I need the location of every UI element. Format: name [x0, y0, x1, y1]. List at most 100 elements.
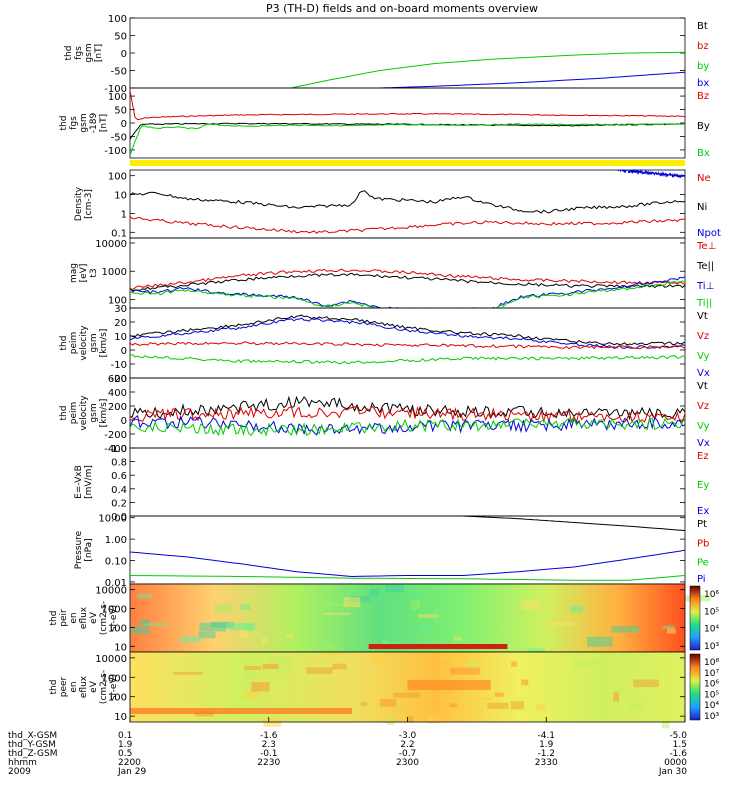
y-axis-label: velocity	[79, 325, 89, 361]
spectrogram-texture	[450, 652, 471, 661]
y-tick-label: 10000	[95, 239, 127, 250]
panel-fgs: 100 50 0 -50 -100 thd fgs gsm [nT] Bt bz by bx	[64, 14, 709, 95]
y-axis-label: (cm2-s-	[99, 601, 109, 635]
spectrogram-texture	[536, 704, 546, 711]
y-axis-label: eflux	[79, 675, 89, 698]
y-tick-label: 1.00	[105, 535, 127, 546]
legend-label: Bz	[697, 91, 709, 102]
series-line-Pt	[462, 516, 685, 532]
legend-label: Pb	[697, 538, 709, 549]
spectrogram-texture	[573, 661, 599, 667]
y-axis-label: mag	[69, 263, 79, 283]
spectrogram-texture	[323, 612, 351, 615]
series-line-Te||	[130, 272, 685, 292]
spectrogram-texture	[527, 648, 546, 653]
x-tick-label: 2.3	[262, 740, 276, 750]
series-line-Vy	[130, 354, 685, 365]
legend-label: Vy	[697, 421, 710, 432]
y-axis-label: Density	[74, 186, 84, 221]
y-axis-label: [eV]	[79, 264, 89, 283]
y-axis-label: thd	[59, 406, 69, 421]
spectrogram-texture	[276, 668, 293, 674]
spectrogram-texture	[243, 686, 255, 689]
y-axis-label: (cm2-s-	[99, 670, 109, 704]
spectrogram-texture	[131, 625, 150, 635]
legend-label: By	[697, 121, 710, 132]
x-tick-label: 1.9	[118, 740, 133, 750]
series-line-bx	[379, 71, 685, 88]
legend-label: Te⊥	[696, 241, 716, 252]
panel-density: 100 10 1 0.1 Density [cm-3] Ne Ni Npot	[74, 169, 721, 239]
y-tick-label: 0.10	[105, 557, 127, 568]
y-axis-label: Pressure	[74, 530, 84, 569]
series-line-Vz	[130, 341, 685, 350]
series-line-Vy	[130, 416, 685, 437]
y-axis-label: eV	[89, 680, 99, 693]
spectrogram-texture	[322, 645, 338, 650]
panel-frame	[129, 377, 686, 449]
spectrogram-texture	[494, 692, 504, 697]
spectrogram-texture	[306, 667, 333, 674]
x-tick-label: -1.6	[260, 731, 278, 741]
figure-title: P3 (TH-D) fields and on-board moments ov…	[266, 2, 538, 15]
legend-label: Ey	[697, 480, 709, 491]
spectrogram-texture	[417, 614, 439, 618]
y-tick-label: 0.1	[111, 228, 127, 239]
y-tick-label: -50	[111, 132, 127, 143]
legend-label: Te||	[696, 261, 714, 272]
panel-frame	[129, 515, 686, 585]
x-tick-label: 2230	[257, 758, 280, 768]
series-line-Pi	[130, 549, 685, 578]
spectrogram-band	[407, 680, 491, 690]
series-line-Vx	[130, 414, 685, 436]
spectrogram-texture	[198, 631, 216, 639]
legend-label: Ti⊥	[696, 281, 714, 292]
x-row-label: 2009	[8, 767, 31, 777]
spectrogram-texture	[511, 661, 517, 667]
spectrogram-texture	[453, 636, 462, 641]
y-tick-label: 0	[121, 346, 127, 357]
x-tick-label: 0.1	[118, 731, 132, 741]
spectrogram-texture	[510, 701, 525, 710]
legend-label: Ex	[697, 506, 709, 517]
spectrogram-texture	[243, 690, 260, 699]
spectrogram-texture	[613, 691, 620, 702]
spectrogram-texture	[406, 716, 414, 723]
spectrogram-texture	[467, 660, 478, 668]
spectrogram-texture	[667, 628, 676, 634]
legend-label: Pt	[697, 519, 707, 530]
panel-efield: 1.0 0.8 0.6 0.4 0.2 0.0 E=-VxB [mV/m] Ez Ey Ex	[74, 444, 709, 523]
x-tick-label: -1.2	[537, 749, 555, 759]
spectrogram-texture	[214, 604, 232, 613]
y-tick-label: 10000	[95, 654, 127, 665]
y-tick-label: 0.8	[111, 458, 127, 469]
panel-fgs_zoom: 100 50 0 -50 -100 thd fgs gsm -189 [nT] Bz By Bx	[59, 87, 710, 159]
y-tick-label: 0.01	[105, 578, 127, 589]
spectrogram-texture	[142, 623, 168, 626]
spectrogram-band	[130, 708, 352, 714]
y-tick-label: 400	[108, 388, 127, 399]
y-tick-label: -20	[111, 374, 127, 385]
legend-label: bz	[697, 41, 709, 52]
series-line-Ti⊥	[130, 276, 685, 308]
y-tick-label: 0.6	[111, 471, 127, 482]
spectrogram-texture	[251, 682, 270, 692]
colorbar-tick-label: 10⁴	[704, 701, 719, 711]
y-tick-label: 0.0	[111, 512, 127, 523]
x-tick-label: 1.9	[539, 740, 554, 750]
y-tick-label: -100	[104, 146, 127, 157]
y-tick-label: 100	[108, 92, 127, 103]
series-line-By	[130, 122, 685, 140]
y-axis-label: eflux	[79, 606, 89, 629]
colorbar-tick-label: 10⁷	[704, 669, 719, 679]
spectrogram-texture	[322, 652, 346, 655]
y-axis-label: [nT]	[94, 44, 104, 62]
y-tick-label: 1000	[102, 605, 127, 616]
series-line-Vz	[130, 405, 685, 424]
x-tick-label: 0000	[664, 758, 687, 768]
spectrogram-texture	[286, 634, 295, 638]
y-axis-label: [nT]	[99, 114, 109, 132]
colorbar	[689, 585, 701, 651]
x-tick-label: 2300	[396, 758, 419, 768]
